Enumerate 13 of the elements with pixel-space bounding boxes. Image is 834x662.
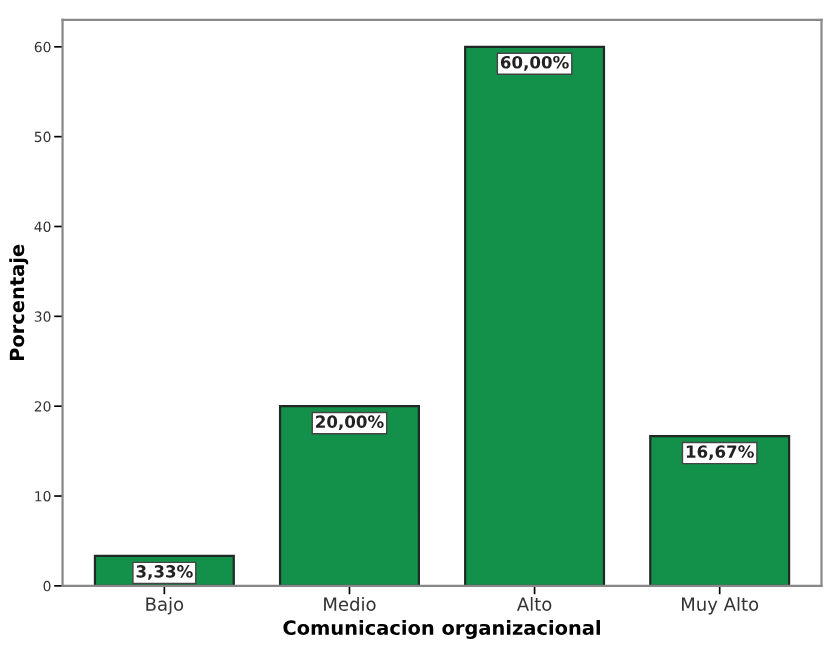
x-tick-label: Bajo [146, 596, 184, 615]
x-axis-title: Comunicacion organizacional [283, 620, 600, 639]
x-tick-label: Medio [324, 596, 376, 611]
x-tick-label: Muy Alto [681, 596, 759, 615]
bar [464, 45, 606, 586]
data-label: 3,33% [136, 565, 193, 580]
data-label: 16,67% [686, 445, 754, 460]
data-label: 20,00% [316, 415, 384, 431]
bar [278, 405, 420, 586]
data-label: 60,00% [500, 55, 569, 71]
y-axis-title: Porcentaje [9, 244, 29, 361]
bar [649, 434, 791, 586]
x-tick-label: Alto [516, 596, 552, 611]
